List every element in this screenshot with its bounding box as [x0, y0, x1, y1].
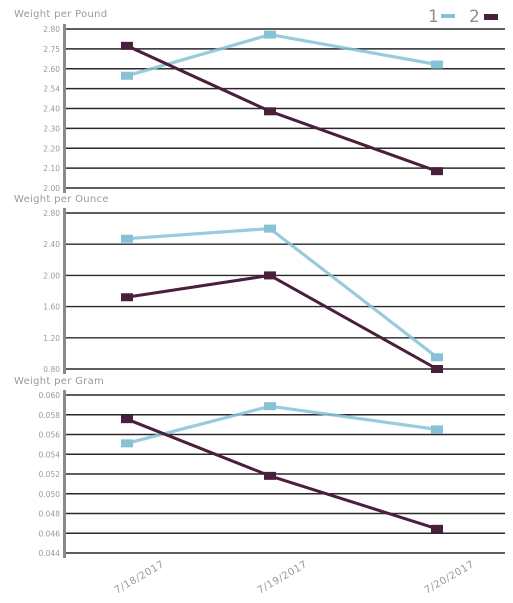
x-tick-label: 7/19/2017 — [256, 559, 310, 596]
series-2-point — [264, 107, 276, 115]
y-tick-label: 2.00 — [43, 184, 60, 193]
legend-swatch-1 — [441, 14, 455, 18]
y-tick-label: 2.80 — [43, 209, 60, 218]
panel-title: Weight per Ounce — [14, 194, 109, 205]
x-tick-label: 7/18/2017 — [113, 559, 167, 596]
y-tick-label: 0.050 — [39, 490, 61, 499]
y-tick-label: 2.60 — [43, 65, 60, 74]
y-tick-label: 2.10 — [43, 164, 60, 173]
series-1-point — [264, 225, 276, 233]
series-1-line — [127, 35, 437, 76]
y-tick-label: 2.40 — [43, 105, 60, 114]
series-1-point — [264, 402, 276, 410]
series-2-point — [264, 271, 276, 279]
panel-2: Weight per Ounce 2.80 2.40 2.00 1.60 1.20 0.80 — [14, 194, 505, 374]
legend-swatch-2 — [484, 14, 498, 20]
series-2-point — [264, 472, 276, 480]
series-1-point — [431, 353, 443, 361]
series-2-point — [431, 365, 443, 373]
legend-label-1: 1 — [428, 7, 439, 27]
y-tick-label: 0.054 — [39, 450, 61, 459]
y-tick-label: 0.044 — [39, 549, 61, 558]
y-tick-label: 2.54 — [43, 85, 60, 94]
y-tick-label: 1.60 — [43, 303, 60, 312]
y-tick-label: 0.048 — [39, 510, 61, 519]
panel-1: Weight per Pound 2.80 2.75 2.60 2.54 2.40 2.30… — [14, 9, 505, 193]
series-1-point — [121, 72, 133, 80]
panel-title: Weight per Pound — [14, 9, 107, 20]
y-tick-label: 0.056 — [39, 431, 61, 440]
legend-label-2: 2 — [469, 7, 480, 27]
y-tick-label: 2.75 — [43, 45, 60, 54]
y-tick-label: 0.80 — [43, 365, 60, 374]
y-tick-label: 0.060 — [39, 391, 61, 400]
y-tick-label: 0.052 — [39, 470, 61, 479]
series-2-point — [121, 415, 133, 423]
x-tick-label: 7/20/2017 — [423, 559, 477, 596]
y-tick-label: 2.80 — [43, 25, 60, 34]
y-tick-label: 0.046 — [39, 529, 61, 538]
y-axis — [63, 24, 66, 193]
y-tick-label: 2.30 — [43, 124, 60, 133]
y-tick-label: 0.058 — [39, 411, 61, 420]
y-tick-label: 2.20 — [43, 144, 60, 153]
series-2-point — [121, 42, 133, 50]
panel-title: Weight per Gram — [14, 376, 104, 387]
series-1-point — [264, 31, 276, 39]
y-axis — [63, 208, 66, 374]
series-2-point — [431, 167, 443, 175]
series-2-point — [431, 525, 443, 533]
y-tick-label: 1.20 — [43, 334, 60, 343]
y-tick-label: 2.00 — [43, 271, 60, 280]
series-1-point — [431, 61, 443, 69]
y-axis — [63, 390, 66, 558]
series-1-point — [431, 425, 443, 433]
series-2-point — [121, 293, 133, 301]
y-tick-label: 2.40 — [43, 240, 60, 249]
series-1-point — [121, 235, 133, 243]
panel-3: Weight per Gram 0.060 0.058 0.056 0.054 0.052… — [14, 376, 505, 558]
series-1-point — [121, 439, 133, 447]
